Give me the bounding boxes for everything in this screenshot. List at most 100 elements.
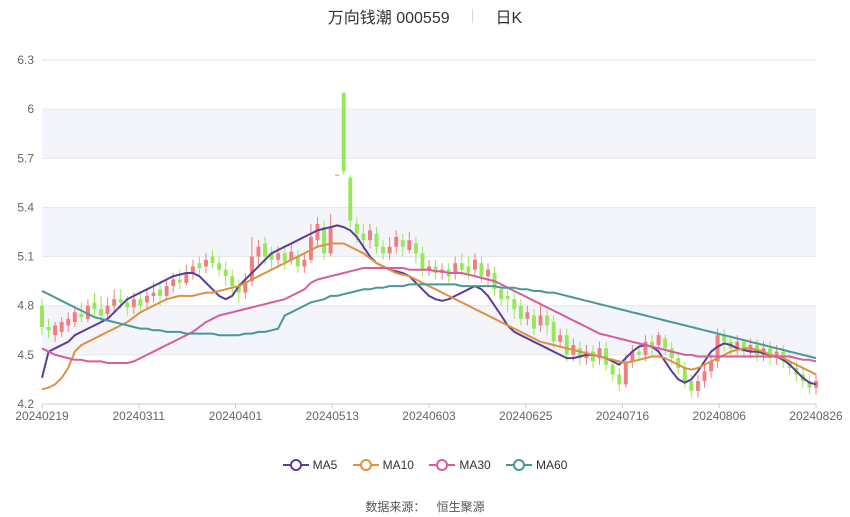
candle [184, 264, 189, 287]
candle-body [768, 348, 773, 359]
candle [525, 305, 530, 326]
x-tick-label: 20240311 [113, 409, 166, 423]
candle-body [512, 299, 517, 309]
legend-label-ma60: MA60 [536, 458, 568, 472]
candle [269, 246, 274, 270]
candle [499, 282, 504, 306]
candle-body [604, 348, 609, 365]
candle-body [118, 299, 123, 303]
candle [112, 289, 117, 311]
chart-title: 万向钱潮 000559 [327, 10, 450, 27]
candle-body [564, 335, 569, 355]
candle [46, 318, 51, 339]
candle-body [538, 315, 543, 326]
x-axis-labels: 20240219 20240311 20240401 20240513 20240603… [15, 404, 843, 423]
legend-item-ma60[interactable]: MA60 [506, 458, 567, 472]
x-tick-label: 20240219 [15, 409, 69, 423]
candle-body [341, 92, 346, 172]
candle-body [814, 381, 818, 388]
candle-body [131, 299, 136, 308]
candle-body [249, 256, 254, 282]
candle [105, 297, 110, 319]
candle-body [656, 335, 661, 346]
y-tick-label: 6 [27, 102, 34, 116]
candle-body [551, 322, 556, 342]
candle [354, 217, 359, 244]
x-tick-label: 20240603 [402, 409, 456, 423]
ma-line-ma60 [41, 283, 817, 360]
candle [400, 233, 405, 257]
candle-body [243, 281, 248, 293]
candle-body [394, 236, 399, 247]
candle-body [531, 315, 536, 329]
candle [676, 351, 681, 375]
candle-body [682, 367, 687, 382]
candle-body [453, 263, 458, 273]
candle-body [374, 233, 379, 247]
candle-body [204, 259, 208, 267]
candle [92, 292, 97, 316]
ma-line-ma10 [41, 242, 817, 391]
candle-body [577, 348, 582, 359]
candle-body [85, 305, 90, 319]
candle-body [709, 361, 714, 372]
legend-item-ma5[interactable]: MA5 [282, 458, 338, 472]
candle [564, 328, 569, 362]
candle [636, 341, 641, 362]
candle [472, 253, 477, 277]
candle-body [715, 335, 720, 362]
candle [531, 308, 536, 336]
candle-body [144, 295, 149, 303]
legend: MA5 MA10 MA30 MA60 [0, 458, 850, 475]
x-tick-label: 20240806 [693, 409, 747, 423]
candle-body [643, 341, 648, 355]
candle [505, 289, 510, 313]
grid-band [42, 207, 816, 257]
candle-body [610, 364, 615, 375]
candle-body [433, 266, 438, 273]
legend-marker-ma10 [352, 458, 379, 472]
candle-body [184, 272, 189, 283]
candle [702, 364, 707, 388]
candle-body [46, 327, 51, 331]
candle-body [387, 246, 392, 254]
candle [768, 341, 773, 365]
candle [177, 269, 182, 290]
candle-body [735, 341, 740, 349]
candle-body [99, 308, 104, 316]
candle [315, 217, 320, 247]
y-tick-label: 5.7 [17, 151, 34, 165]
candle [374, 227, 379, 254]
chart-title-row: 万向钱潮 000559 日K [0, 4, 850, 28]
candlestick-chart: 6.365.75.45.14.84.54.2 20240219 20240311 2… [15, 53, 843, 423]
candle-body [79, 313, 84, 318]
candle [604, 341, 609, 372]
candle [328, 213, 333, 257]
candle-body [591, 351, 595, 362]
candle [433, 259, 438, 280]
candle-body [630, 351, 635, 362]
candle-body [466, 266, 471, 273]
candle-body [53, 325, 58, 336]
candle [138, 290, 143, 311]
legend-label-ma5: MA5 [312, 458, 338, 472]
candle [650, 335, 654, 355]
candle-body [197, 263, 202, 269]
x-tick-label: 20240716 [596, 409, 650, 423]
candle-body [741, 341, 746, 352]
candle [518, 299, 523, 326]
candle-body [289, 251, 294, 260]
legend-item-ma10[interactable]: MA10 [352, 458, 414, 472]
candle-body [354, 223, 359, 234]
period-label: 日K [495, 10, 523, 27]
candle-body [427, 266, 431, 270]
source-name: 恒生聚源 [436, 500, 485, 514]
legend-item-ma30[interactable]: MA30 [429, 458, 491, 472]
candle-body [479, 263, 484, 277]
candle-body [66, 318, 71, 326]
candle [420, 246, 425, 277]
candle [217, 256, 222, 277]
candle-body [282, 253, 287, 262]
candle-body [499, 289, 504, 300]
candle-body [177, 279, 182, 283]
